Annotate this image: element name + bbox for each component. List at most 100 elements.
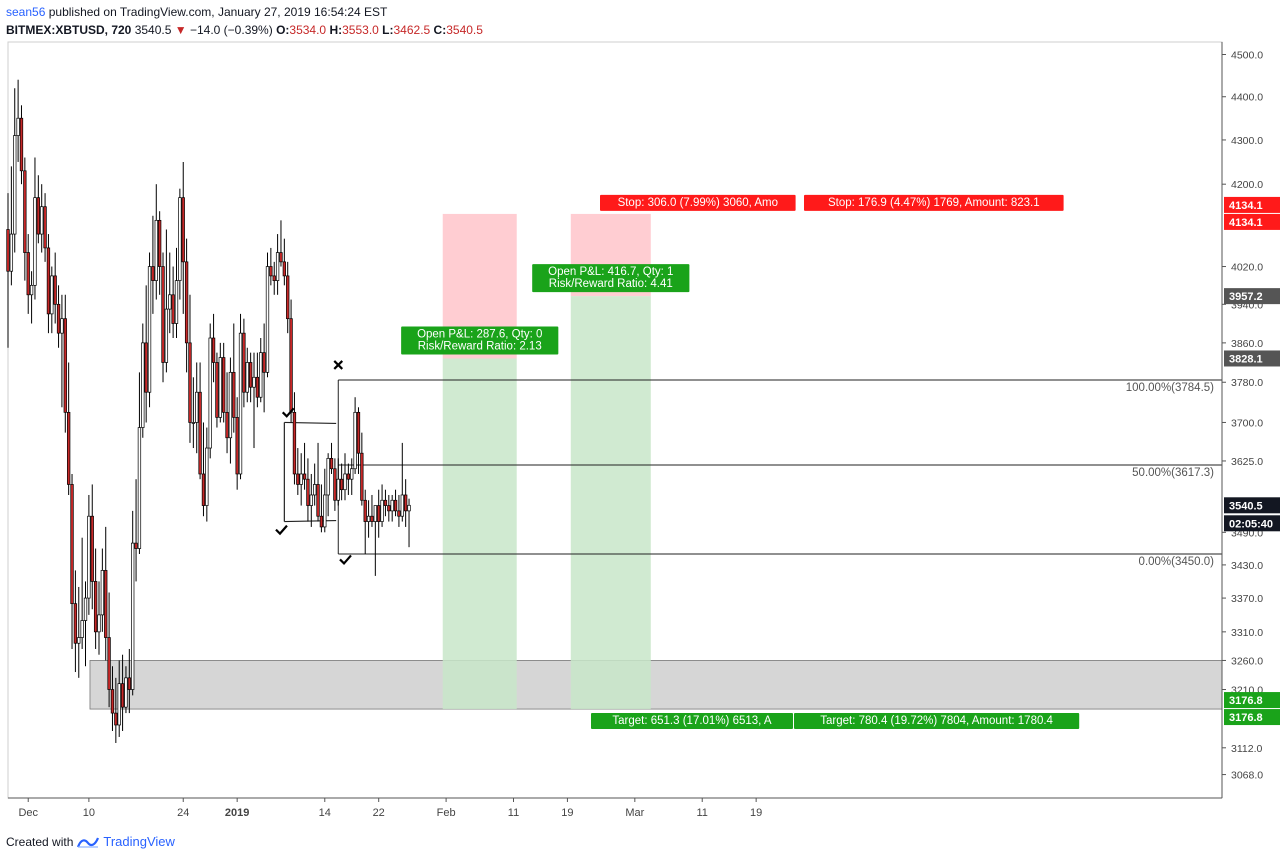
pnl-label-1-bg bbox=[532, 264, 690, 293]
y-tick-label: 3068.0 bbox=[1231, 770, 1263, 782]
candle-up bbox=[208, 337, 212, 449]
candle-down bbox=[63, 318, 67, 413]
candle-up bbox=[178, 197, 182, 281]
candle-down bbox=[127, 677, 131, 690]
candle-up bbox=[336, 478, 340, 501]
candle-down bbox=[292, 411, 297, 475]
y-tick-label: 3260.0 bbox=[1231, 655, 1263, 667]
candle-up bbox=[131, 542, 135, 690]
created-with-label: Created with bbox=[6, 834, 74, 849]
pnl-label-1-text: Open P&L: 416.7, Qty: 1 bbox=[548, 266, 673, 278]
candle-down bbox=[232, 371, 236, 418]
low-label: L: bbox=[382, 23, 394, 37]
candle-up bbox=[60, 318, 64, 334]
candle-down bbox=[198, 391, 202, 475]
price-tag-label: 4134.1 bbox=[1229, 200, 1263, 212]
symbol-label: BITMEX:XBTUSD, 720 bbox=[6, 23, 132, 37]
candle-up bbox=[313, 484, 317, 496]
low-value: 3462.5 bbox=[393, 23, 431, 37]
candle-up bbox=[265, 266, 270, 373]
fib-label-1: 50.00%(3617.3) bbox=[1132, 467, 1214, 479]
support-zone bbox=[89, 660, 1223, 710]
candle-up bbox=[147, 266, 152, 393]
close-label: C: bbox=[433, 23, 447, 37]
tradingview-brand[interactable]: TradingView bbox=[103, 834, 175, 849]
candle-down bbox=[255, 376, 260, 398]
candle-up bbox=[16, 117, 20, 136]
candle-down bbox=[73, 603, 78, 644]
pnl-label-0-bg bbox=[401, 326, 559, 355]
candle-down bbox=[387, 505, 391, 512]
candle-up bbox=[9, 233, 14, 272]
candle-down bbox=[181, 197, 185, 263]
candle-down bbox=[272, 275, 276, 281]
target-label-0-text: Target: 651.3 (17.01%) 6513, A bbox=[612, 715, 772, 727]
candle-down bbox=[363, 499, 367, 522]
price-tag-bg bbox=[1224, 196, 1280, 213]
candle-down bbox=[184, 261, 189, 344]
x-tick-label: 11 bbox=[508, 807, 519, 819]
y-tick-label: 3860.0 bbox=[1231, 338, 1263, 350]
candle-down bbox=[289, 318, 293, 413]
price-tag-bg bbox=[1224, 288, 1280, 305]
candle-down bbox=[70, 484, 74, 605]
candle-up bbox=[80, 620, 84, 638]
check-icon bbox=[275, 524, 288, 536]
stop-label-1-text: Stop: 176.9 (4.47%) 1769, Amount: 823.1 bbox=[828, 197, 1040, 209]
candle-down bbox=[235, 417, 239, 475]
candle-down bbox=[211, 337, 216, 363]
candle-down bbox=[110, 689, 115, 714]
target-label-1-text: Target: 780.4 (19.72%) 7804, Amount: 178… bbox=[820, 715, 1053, 727]
candle-down bbox=[19, 117, 24, 172]
ohlc-line: BITMEX:XBTUSD, 720 3540.5 ▼ −14.0 (−0.39… bbox=[6, 21, 483, 39]
candle-up bbox=[50, 275, 54, 315]
candle-up bbox=[137, 427, 142, 549]
candle-down bbox=[144, 342, 148, 393]
fib-label-2: 0.00%(3450.0) bbox=[1139, 556, 1215, 568]
pnl-label-0-text: Risk/Reward Ratio: 2.13 bbox=[418, 340, 542, 352]
range-bottom-line bbox=[284, 519, 337, 523]
stop-label-0-text: Stop: 306.0 (7.99%) 3060, Amo bbox=[618, 197, 778, 209]
down-arrow-icon: ▼ bbox=[174, 23, 187, 37]
candle-up bbox=[174, 280, 179, 324]
candle-up bbox=[218, 357, 222, 418]
candle-up bbox=[343, 473, 347, 491]
candle-down bbox=[333, 468, 337, 501]
cross-icon bbox=[333, 360, 344, 370]
candle-up bbox=[299, 473, 303, 485]
x-tick-label: 19 bbox=[750, 807, 762, 819]
candle-down bbox=[67, 411, 71, 485]
candle-up bbox=[238, 332, 243, 475]
candle-down bbox=[339, 478, 344, 491]
price-tag-label: 3828.1 bbox=[1229, 353, 1263, 365]
candle-up bbox=[326, 458, 330, 496]
check-icon bbox=[339, 554, 352, 566]
candle-up bbox=[400, 494, 404, 517]
x-tick-label: 2019 bbox=[225, 807, 249, 819]
candle-up bbox=[154, 219, 158, 281]
candle-down bbox=[248, 362, 253, 388]
candle-down bbox=[161, 266, 165, 363]
candle-down bbox=[377, 505, 381, 522]
candle-up bbox=[245, 362, 249, 393]
candle-down bbox=[306, 478, 310, 506]
candle-down bbox=[158, 219, 162, 267]
x-tick-label: 11 bbox=[697, 807, 708, 819]
x-tick-label: Dec bbox=[18, 807, 38, 819]
pnl-label-0-text: Open P&L: 287.6, Qty: 0 bbox=[417, 328, 542, 340]
candle-down bbox=[6, 229, 10, 272]
candle-down bbox=[296, 473, 300, 485]
candle-down bbox=[90, 515, 94, 582]
candle-down bbox=[286, 275, 290, 320]
price-change: −14.0 (−0.39%) bbox=[189, 23, 273, 37]
candle-up bbox=[205, 447, 209, 506]
candle-down bbox=[53, 275, 57, 305]
candle-down bbox=[120, 683, 125, 708]
author-link[interactable]: sean56 bbox=[6, 5, 46, 19]
check-icon bbox=[281, 407, 295, 418]
y-tick-label: 4200.0 bbox=[1231, 179, 1263, 191]
x-tick-label: 24 bbox=[177, 807, 189, 819]
candle-up bbox=[195, 391, 199, 423]
candle-down bbox=[46, 247, 51, 315]
